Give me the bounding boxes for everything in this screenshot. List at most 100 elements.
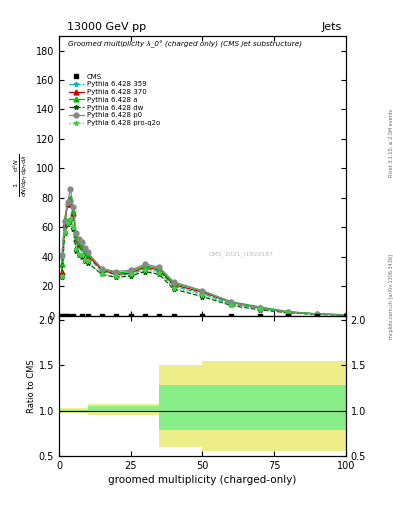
Pythia 6.428 a — [143, 263, 147, 269]
Pythia 6.428 370 — [286, 309, 291, 315]
Pythia 6.428 359 — [315, 311, 320, 317]
Pythia 6.428 dw — [157, 271, 162, 278]
Y-axis label: Ratio to CMS: Ratio to CMS — [27, 359, 36, 413]
Pythia 6.428 dw — [79, 254, 84, 260]
Pythia 6.428 p0 — [62, 219, 67, 225]
Pythia 6.428 dw — [143, 268, 147, 274]
Pythia 6.428 370 — [83, 249, 87, 255]
CMS — [157, 313, 162, 319]
Pythia 6.428 p0 — [83, 245, 87, 251]
Pythia 6.428 dw — [59, 274, 64, 281]
Pythia 6.428 359 — [114, 271, 119, 278]
Pythia 6.428 pro-q2o — [114, 273, 119, 279]
Pythia 6.428 370 — [71, 209, 75, 216]
Pythia 6.428 p0 — [71, 204, 75, 210]
Pythia 6.428 p0 — [343, 312, 348, 318]
Pythia 6.428 pro-q2o — [74, 246, 79, 252]
Pythia 6.428 p0 — [100, 266, 105, 272]
Pythia 6.428 370 — [79, 243, 84, 249]
Pythia 6.428 a — [114, 270, 119, 276]
Pythia 6.428 p0 — [74, 230, 79, 237]
Pythia 6.428 pro-q2o — [68, 216, 73, 222]
Pythia 6.428 a — [200, 288, 205, 294]
CMS — [100, 313, 105, 319]
CMS — [62, 313, 67, 319]
Text: 13000 GeV pp: 13000 GeV pp — [67, 22, 146, 32]
CMS — [229, 313, 233, 319]
Pythia 6.428 a — [229, 298, 233, 305]
Pythia 6.428 dw — [257, 307, 262, 313]
Pythia 6.428 dw — [200, 293, 205, 300]
Pythia 6.428 p0 — [286, 309, 291, 315]
Pythia 6.428 pro-q2o — [77, 251, 81, 257]
Pythia 6.428 370 — [59, 268, 64, 274]
CMS — [343, 313, 348, 319]
Text: Rivet 3.1.10, ≥ 2.5M events: Rivet 3.1.10, ≥ 2.5M events — [389, 109, 393, 178]
Pythia 6.428 a — [171, 280, 176, 286]
CMS — [85, 313, 90, 319]
Pythia 6.428 370 — [229, 300, 233, 306]
Pythia 6.428 a — [77, 239, 81, 245]
Pythia 6.428 dw — [65, 221, 70, 227]
Pythia 6.428 359 — [128, 271, 133, 278]
Pythia 6.428 p0 — [68, 186, 73, 192]
Pythia 6.428 dw — [229, 303, 233, 309]
Y-axis label: $\frac{1}{\mathrm{d}N/\mathrm{d}p_{\mathrm{T}}}\frac{\mathrm{d}^2N}{\mathrm{d}p_: $\frac{1}{\mathrm{d}N/\mathrm{d}p_{\math… — [12, 154, 30, 198]
Text: mcplots.cern.ch [arXiv:1306.3436]: mcplots.cern.ch [arXiv:1306.3436] — [389, 254, 393, 339]
Pythia 6.428 a — [100, 266, 105, 272]
Pythia 6.428 pro-q2o — [65, 220, 70, 226]
Pythia 6.428 370 — [68, 196, 73, 202]
Line: Pythia 6.428 dw: Pythia 6.428 dw — [59, 218, 348, 317]
Pythia 6.428 pro-q2o — [200, 292, 205, 298]
Pythia 6.428 a — [257, 304, 262, 310]
Text: Groomed multiplicity λ_0° (charged only) (CMS jet substructure): Groomed multiplicity λ_0° (charged only)… — [68, 40, 302, 48]
Pythia 6.428 370 — [100, 267, 105, 273]
Pythia 6.428 p0 — [128, 267, 133, 273]
Pythia 6.428 pro-q2o — [83, 257, 87, 263]
Pythia 6.428 370 — [62, 221, 67, 227]
Pythia 6.428 a — [128, 268, 133, 274]
Line: Pythia 6.428 359: Pythia 6.428 359 — [59, 198, 348, 317]
Pythia 6.428 359 — [77, 243, 81, 249]
CMS — [171, 313, 176, 319]
Pythia 6.428 pro-q2o — [100, 271, 105, 278]
Pythia 6.428 dw — [315, 311, 320, 317]
Pythia 6.428 p0 — [143, 261, 147, 267]
Pythia 6.428 359 — [171, 283, 176, 289]
Pythia 6.428 370 — [315, 311, 320, 317]
Pythia 6.428 a — [65, 199, 70, 205]
Pythia 6.428 a — [71, 208, 75, 214]
Pythia 6.428 370 — [65, 201, 70, 207]
Pythia 6.428 pro-q2o — [143, 267, 147, 273]
Pythia 6.428 pro-q2o — [59, 273, 64, 279]
Pythia 6.428 p0 — [59, 252, 64, 259]
Pythia 6.428 370 — [85, 252, 90, 259]
Pythia 6.428 a — [74, 234, 79, 241]
Line: Pythia 6.428 p0: Pythia 6.428 p0 — [59, 186, 348, 317]
Pythia 6.428 359 — [71, 212, 75, 219]
Pythia 6.428 359 — [68, 198, 73, 204]
CMS — [79, 313, 84, 319]
Pythia 6.428 a — [83, 248, 87, 254]
CMS — [257, 313, 262, 319]
Pythia 6.428 p0 — [85, 249, 90, 255]
Pythia 6.428 pro-q2o — [171, 285, 176, 291]
Pythia 6.428 370 — [171, 282, 176, 288]
Legend: CMS, Pythia 6.428 359, Pythia 6.428 370, Pythia 6.428 a, Pythia 6.428 dw, Pythia: CMS, Pythia 6.428 359, Pythia 6.428 370,… — [68, 73, 161, 126]
CMS — [71, 313, 75, 319]
Pythia 6.428 a — [157, 266, 162, 272]
CMS — [143, 313, 147, 319]
Pythia 6.428 p0 — [200, 288, 205, 294]
Pythia 6.428 p0 — [315, 311, 320, 317]
Pythia 6.428 pro-q2o — [343, 312, 348, 318]
Pythia 6.428 359 — [62, 220, 67, 226]
Pythia 6.428 dw — [171, 286, 176, 292]
Text: CMS_2021_I1920187: CMS_2021_I1920187 — [208, 251, 273, 257]
Pythia 6.428 dw — [343, 312, 348, 318]
Pythia 6.428 370 — [343, 312, 348, 318]
Line: Pythia 6.428 pro-q2o: Pythia 6.428 pro-q2o — [59, 216, 348, 317]
Pythia 6.428 p0 — [171, 279, 176, 285]
Pythia 6.428 370 — [128, 270, 133, 276]
Text: Jets: Jets — [321, 22, 342, 32]
Pythia 6.428 pro-q2o — [229, 302, 233, 308]
